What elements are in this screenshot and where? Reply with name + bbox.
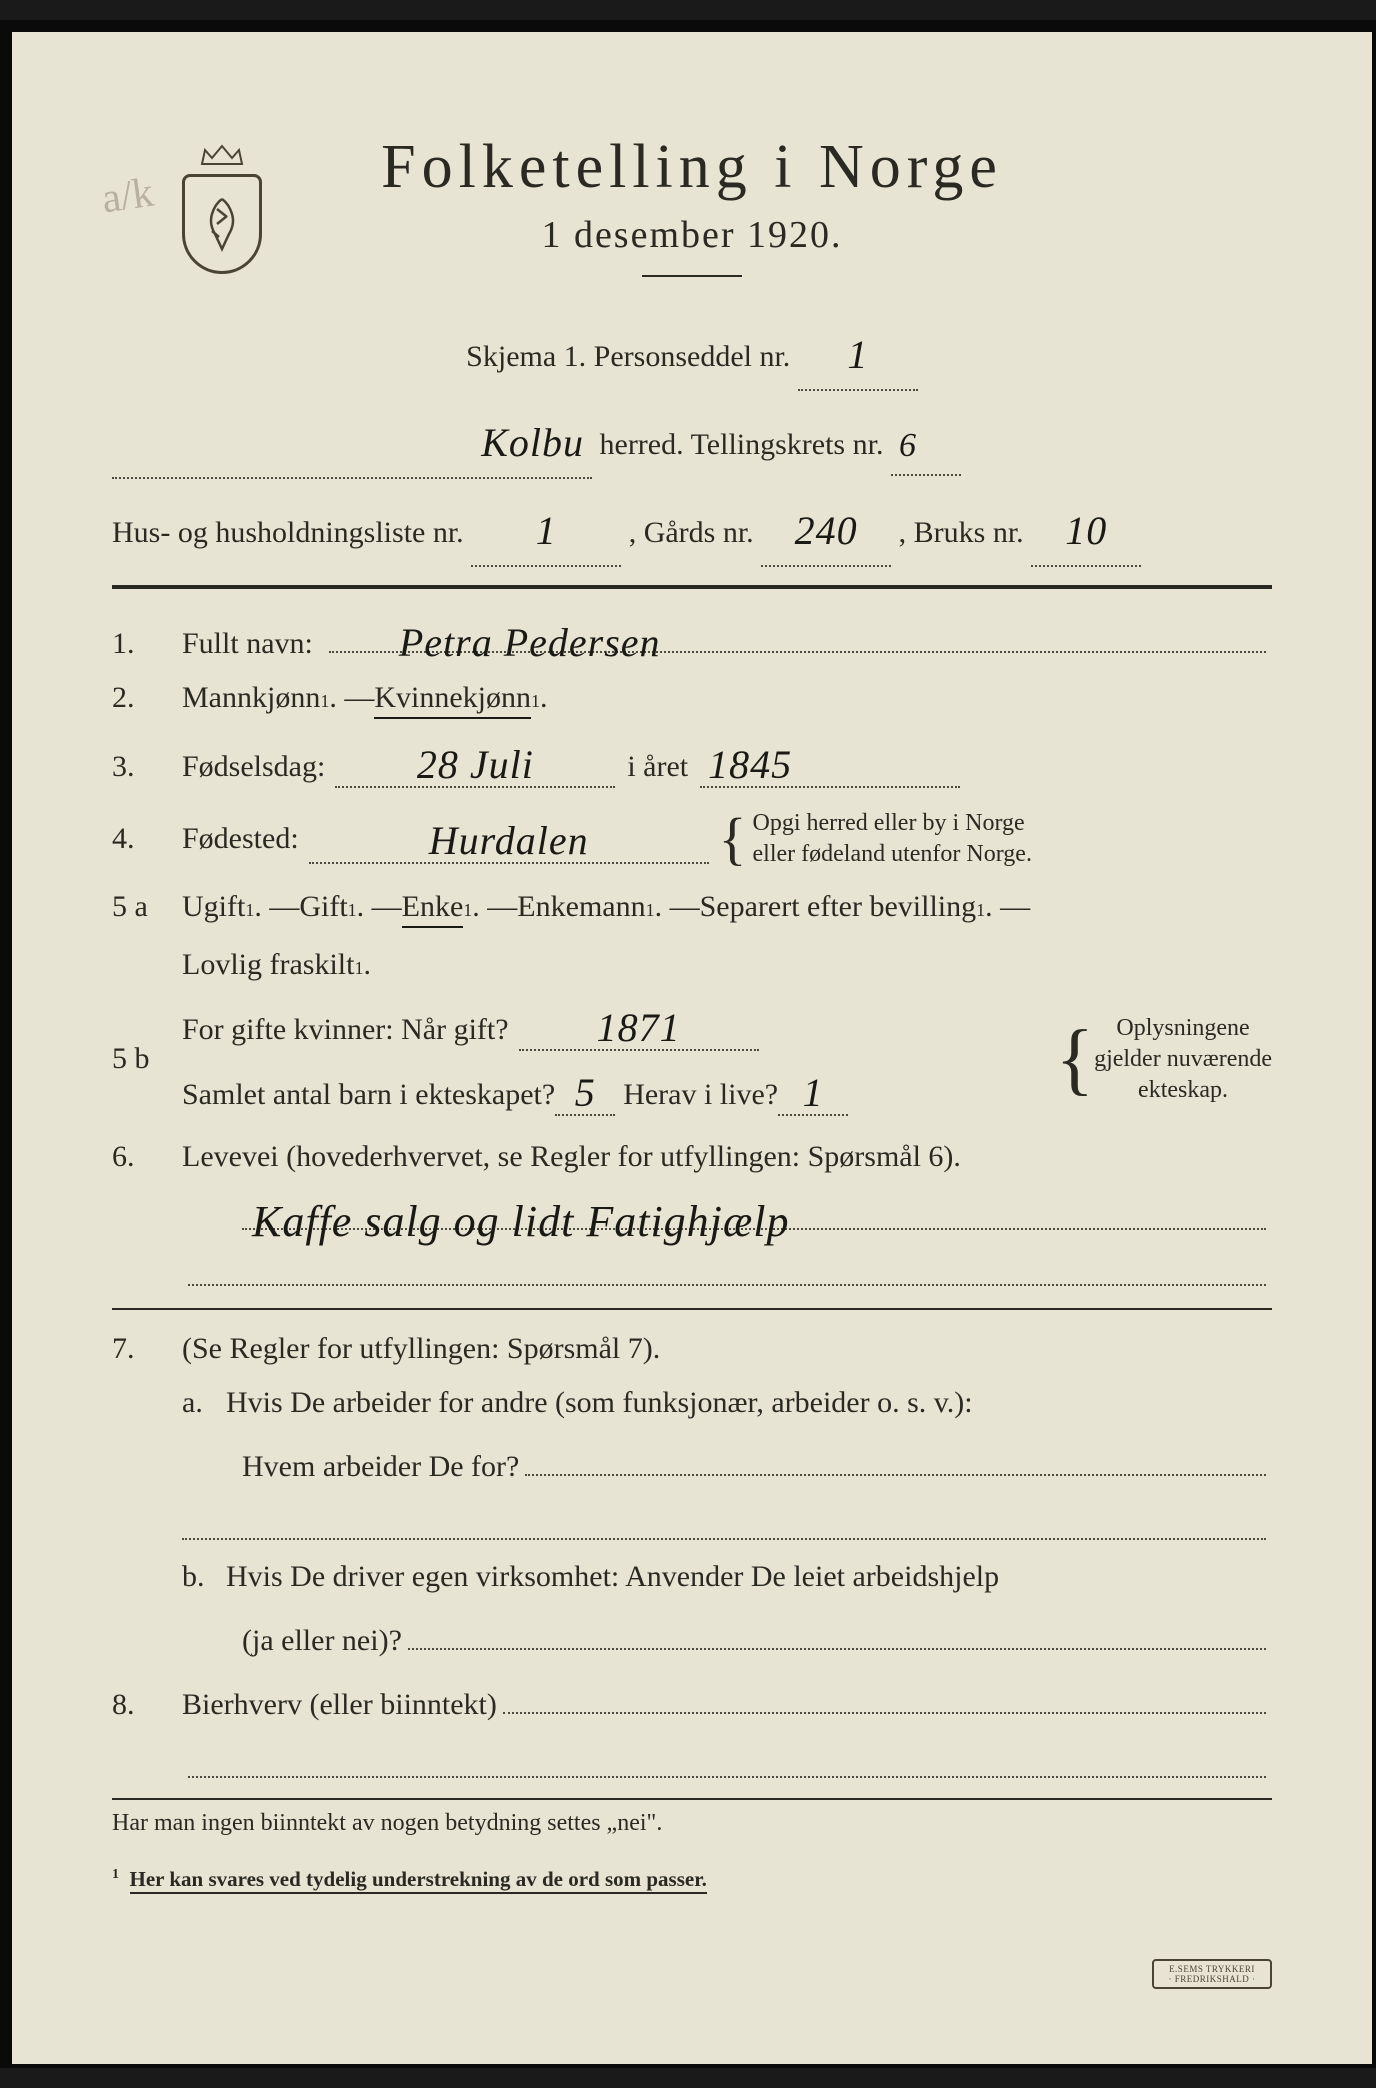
q1-value: Petra Pedersen — [399, 619, 661, 657]
q4-label: Fødested: — [182, 822, 299, 856]
q6-blank — [112, 1250, 1272, 1286]
q5b-label-a: For gifte kvinner: Når gift? — [182, 1013, 509, 1047]
form-header: Folketelling i Norge 1 desember 1920. — [112, 132, 1272, 277]
q5b-label-c: Herav i live? — [623, 1078, 778, 1112]
q5b-label-b: Samlet antal barn i ekteskapet? — [182, 1078, 555, 1112]
q3-year: 1845 — [708, 742, 792, 787]
q5a-num: 5 a — [112, 890, 182, 924]
q6-value: Kaffe salg og lidt Fatighjælp — [252, 1196, 789, 1234]
skjema-line: Skjema 1. Personseddel nr. 1 — [112, 317, 1272, 391]
q4-value: Hurdalen — [429, 818, 589, 863]
q5a-opt-4: Separert efter bevilling — [700, 890, 977, 924]
q5b-value-b: 5 — [575, 1070, 596, 1115]
q5b-note: { Oplysningene gjelder nuværende ekteska… — [1056, 1013, 1272, 1107]
bruks-nr: 10 — [1065, 508, 1107, 553]
q5a-row: 5 a Ugift1. — Gift1. — Enke1. — Enkemann… — [112, 890, 1272, 928]
q5b-note2: gjelder nuværende — [1094, 1046, 1272, 1072]
herred-label: herred. Tellingskrets nr. — [600, 428, 884, 461]
q7b-letter: b. — [182, 1560, 226, 1594]
gards-label: , Gårds nr. — [629, 516, 754, 549]
q4-note: { Opgi herred eller by i Norge eller fød… — [719, 808, 1032, 870]
footer-note: Har man ingen biinntekt av nogen betydni… — [112, 1798, 1272, 1837]
q5a-opt-3: Enkemann — [517, 890, 645, 924]
q2-opt-female: Kvinnekjønn — [374, 681, 531, 719]
main-title: Folketelling i Norge — [112, 132, 1272, 203]
q5a-opt-0: Ugift — [182, 890, 245, 924]
q4-note2: eller fødeland utenfor Norge. — [753, 841, 1032, 867]
q2-num: 2. — [112, 681, 182, 715]
gards-nr: 240 — [795, 508, 858, 553]
q4-note1: Opgi herred eller by i Norge — [753, 810, 1025, 836]
q8-row: 8. Bierhverv (eller biinntekt) — [112, 1678, 1272, 1722]
q1-label: Fullt navn: — [182, 627, 313, 661]
herred-value: Kolbu — [481, 420, 584, 465]
q7a-letter: a. — [182, 1386, 226, 1420]
census-form-page: a/k Folketelling i Norge 1 desember 1920… — [0, 20, 1376, 2068]
q1-num: 1. — [112, 627, 182, 661]
section-divider — [112, 585, 1272, 589]
q4-row: 4. Fødested: Hurdalen { Opgi herred elle… — [112, 808, 1272, 870]
printer-line2: · FREDRIKSHALD · — [1154, 1974, 1270, 1984]
q7a-label: Hvis De arbeider for andre (som funksjon… — [226, 1386, 973, 1420]
q2-row: 2. Mannkjønn1 . — Kvinnekjønn1. — [112, 681, 1272, 719]
q7b-label: Hvis De driver egen virksomhet: Anvender… — [226, 1560, 999, 1594]
printer-line1: E.SEMS TRYKKERI — [1154, 1964, 1270, 1974]
q1-row: 1. Fullt navn: Petra Pedersen — [112, 617, 1272, 661]
q7b-row2: (ja eller nei)? — [112, 1614, 1272, 1658]
q7-num: 7. — [112, 1332, 182, 1366]
q3-row: 3. Fødselsdag: 28 Juli i året 1845 — [112, 739, 1272, 788]
q5b-value-c: 1 — [803, 1070, 824, 1115]
q3-day: 28 Juli — [417, 742, 534, 787]
q5b-row1: 5 b For gifte kvinner: Når gift? 1871 Sa… — [112, 1002, 1272, 1116]
subtitle: 1 desember 1920. — [112, 213, 1272, 257]
divider-6-7 — [112, 1308, 1272, 1310]
herred-line: Kolbu herred. Tellingskrets nr. 6 — [112, 405, 1272, 479]
q6-value-row: Kaffe salg og lidt Fatighjælp — [112, 1194, 1272, 1230]
q5b-value-a: 1871 — [597, 1005, 681, 1050]
q5a-tail: Lovlig fraskilt — [182, 948, 354, 982]
q3-mid: i året — [627, 750, 688, 784]
coat-of-arms-icon — [172, 142, 272, 272]
q5b-num: 5 b — [112, 1042, 182, 1076]
q7-row: 7. (Se Regler for utfyllingen: Spørsmål … — [112, 1332, 1272, 1366]
q8-label: Bierhverv (eller biinntekt) — [182, 1688, 497, 1722]
q7a-row2: Hvem arbeider De for? — [112, 1440, 1272, 1484]
q6-label: Levevei (hovederhvervet, se Regler for u… — [182, 1140, 961, 1174]
q5b-note3: ekteskap. — [1138, 1077, 1228, 1103]
q4-num: 4. — [112, 822, 182, 856]
footnote: 1 Her kan svares ved tydelig understrekn… — [112, 1867, 1272, 1892]
q5b-note1: Oplysningene — [1116, 1015, 1249, 1041]
q6-num: 6. — [112, 1140, 182, 1174]
q6-row: 6. Levevei (hovederhvervet, se Regler fo… — [112, 1140, 1272, 1174]
q7a-row: a. Hvis De arbeider for andre (som funks… — [112, 1386, 1272, 1420]
q5a-opt-1: Gift — [299, 890, 347, 924]
husliste-label: Hus- og husholdningsliste nr. — [112, 516, 464, 549]
q7a-blank — [112, 1504, 1272, 1540]
hus-line: Hus- og husholdningsliste nr. 1 , Gårds … — [112, 493, 1272, 567]
q2-opt-male: Mannkjønn — [182, 681, 320, 715]
q2-sep: . — — [329, 681, 374, 715]
q7a-label2: Hvem arbeider De for? — [242, 1450, 519, 1484]
personseddel-nr: 1 — [847, 332, 868, 377]
tellingskrets-nr: 6 — [899, 427, 917, 464]
q7b-label2: (ja eller nei)? — [242, 1624, 402, 1658]
q5a-opt-2: Enke — [402, 890, 464, 928]
printer-mark: E.SEMS TRYKKERI · FREDRIKSHALD · — [1152, 1959, 1272, 1989]
q8-blank — [112, 1742, 1272, 1778]
skjema-label: Skjema 1. Personseddel nr. — [466, 340, 790, 373]
q5a-row2: Lovlig fraskilt1. — [112, 948, 1272, 982]
q3-label: Fødselsdag: — [182, 750, 325, 784]
q7-label: (Se Regler for utfyllingen: Spørsmål 7). — [182, 1332, 660, 1366]
husliste-nr: 1 — [536, 508, 557, 553]
q7b-row: b. Hvis De driver egen virksomhet: Anven… — [112, 1560, 1272, 1594]
divider — [642, 275, 742, 277]
q8-num: 8. — [112, 1688, 182, 1722]
q3-num: 3. — [112, 750, 182, 784]
bruks-label: , Bruks nr. — [899, 516, 1024, 549]
